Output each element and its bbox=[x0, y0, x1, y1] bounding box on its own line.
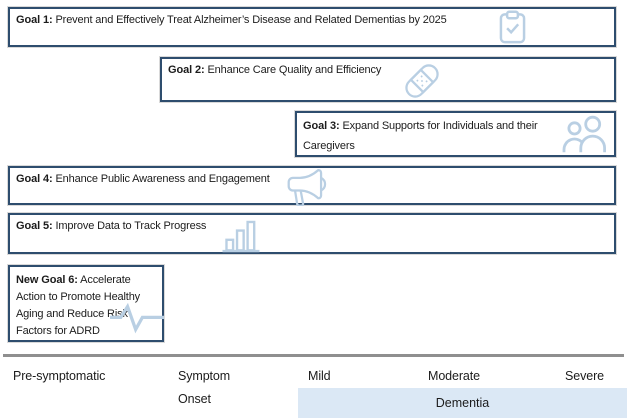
bar-chart-icon bbox=[222, 220, 260, 253]
megaphone-icon bbox=[287, 168, 327, 206]
goal-4-text: Goal 4: Enhance Public Awareness and Eng… bbox=[16, 172, 270, 187]
goal-4-label: Enhance Public Awareness and Engagement bbox=[52, 173, 270, 185]
goal-5-text: Goal 5: Improve Data to Track Progress bbox=[16, 219, 206, 234]
goal-6-label: Accelerate Action to Promote Healthy Agi… bbox=[16, 274, 141, 337]
timeline-axis bbox=[3, 354, 624, 357]
goal-4-box: Goal 4: Enhance Public Awareness and Eng… bbox=[8, 166, 616, 205]
goal-1-prefix: Goal 1: bbox=[16, 14, 53, 26]
goal-2-text: Goal 2: Enhance Care Quality and Efficie… bbox=[168, 63, 381, 78]
dementia-band: Dementia bbox=[298, 388, 627, 418]
goal-3-prefix: Goal 3: bbox=[303, 120, 340, 132]
goal-5-box: Goal 5: Improve Data to Track Progress bbox=[8, 213, 616, 254]
caregivers-people-icon bbox=[562, 115, 606, 153]
stage-pre-symptomatic: Pre-symptomatic bbox=[13, 369, 106, 383]
goal-2-box: Goal 2: Enhance Care Quality and Efficie… bbox=[160, 57, 616, 102]
goal-3-text: Goal 3: Expand Supports for Individuals … bbox=[303, 116, 543, 156]
goal-6-prefix: New Goal 6: bbox=[16, 274, 78, 286]
bandage-icon bbox=[405, 64, 439, 98]
heartbeat-icon bbox=[110, 302, 164, 334]
goal-2-prefix: Goal 2: bbox=[168, 64, 205, 76]
stage-mild: Mild bbox=[308, 369, 331, 383]
goal-1-text: Goal 1: Prevent and Effectively Treat Al… bbox=[16, 13, 447, 28]
dementia-band-label: Dementia bbox=[435, 396, 490, 410]
goal-4-prefix: Goal 4: bbox=[16, 173, 53, 185]
goal-5-label: Improve Data to Track Progress bbox=[52, 220, 207, 232]
goal-1-label: Prevent and Effectively Treat Alzheimer’… bbox=[52, 14, 447, 26]
goal-5-prefix: Goal 5: bbox=[16, 220, 53, 232]
goal-3-label: Expand Supports for Individuals and thei… bbox=[303, 120, 538, 152]
stage-moderate: Moderate bbox=[428, 369, 481, 383]
goal-3-box: Goal 3: Expand Supports for Individuals … bbox=[295, 111, 616, 157]
goal-2-label: Enhance Care Quality and Efficiency bbox=[204, 64, 382, 76]
stage-symptom-onset: Symptom Onset bbox=[178, 369, 231, 406]
goal-6-text: New Goal 6: Accelerate Action to Promote… bbox=[16, 272, 157, 340]
clipboard-check-icon bbox=[499, 10, 526, 44]
goal-6-box: New Goal 6: Accelerate Action to Promote… bbox=[8, 265, 164, 342]
stage-severe: Severe bbox=[565, 369, 605, 383]
